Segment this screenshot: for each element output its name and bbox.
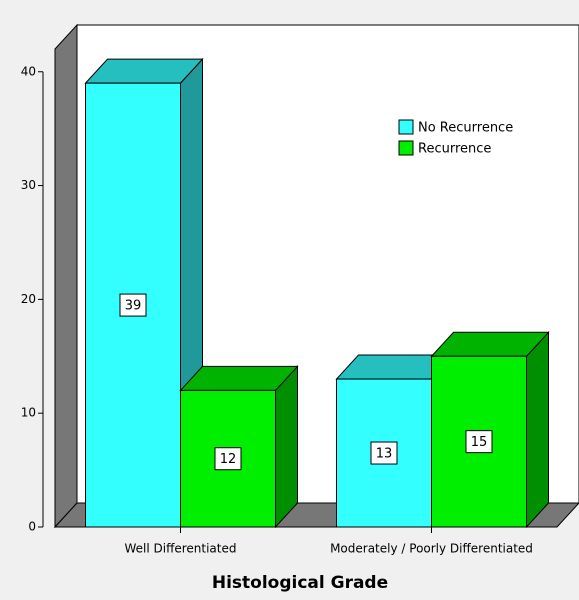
value-label-box	[370, 441, 398, 465]
x-tick-label: Moderately / Poorly Differentiated	[330, 542, 533, 556]
y-tick-label: 10	[21, 406, 36, 420]
x-axis-title: Histological Grade	[212, 573, 388, 593]
value-label-box	[119, 293, 147, 317]
legend-label: Recurrence	[418, 142, 491, 157]
value-label: 39	[125, 299, 142, 314]
y-tick-label: 0	[28, 520, 36, 534]
legend-swatch	[398, 140, 414, 156]
value-label: 15	[471, 435, 488, 450]
value-label-box	[214, 447, 242, 471]
bar: 12	[179, 365, 299, 529]
bar: 15	[430, 331, 550, 529]
bar-side	[526, 331, 549, 529]
y-tick-label: 20	[21, 292, 36, 306]
bar-side	[275, 365, 298, 529]
y-tick-label: 40	[21, 64, 36, 78]
legend-swatch	[398, 119, 414, 135]
value-label-box	[465, 430, 493, 454]
value-label: 12	[220, 452, 237, 467]
value-label: 13	[376, 447, 393, 462]
side-wall	[54, 23, 78, 529]
y-tick-label: 30	[21, 178, 36, 192]
x-tick-label: Well Differentiated	[124, 542, 236, 556]
legend-label: No Recurrence	[418, 121, 513, 136]
